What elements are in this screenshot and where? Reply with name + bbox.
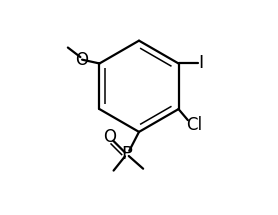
Text: O: O — [76, 51, 89, 69]
Text: I: I — [198, 54, 204, 72]
Text: Cl: Cl — [186, 116, 202, 134]
Text: O: O — [103, 128, 116, 146]
Text: P: P — [121, 145, 132, 163]
